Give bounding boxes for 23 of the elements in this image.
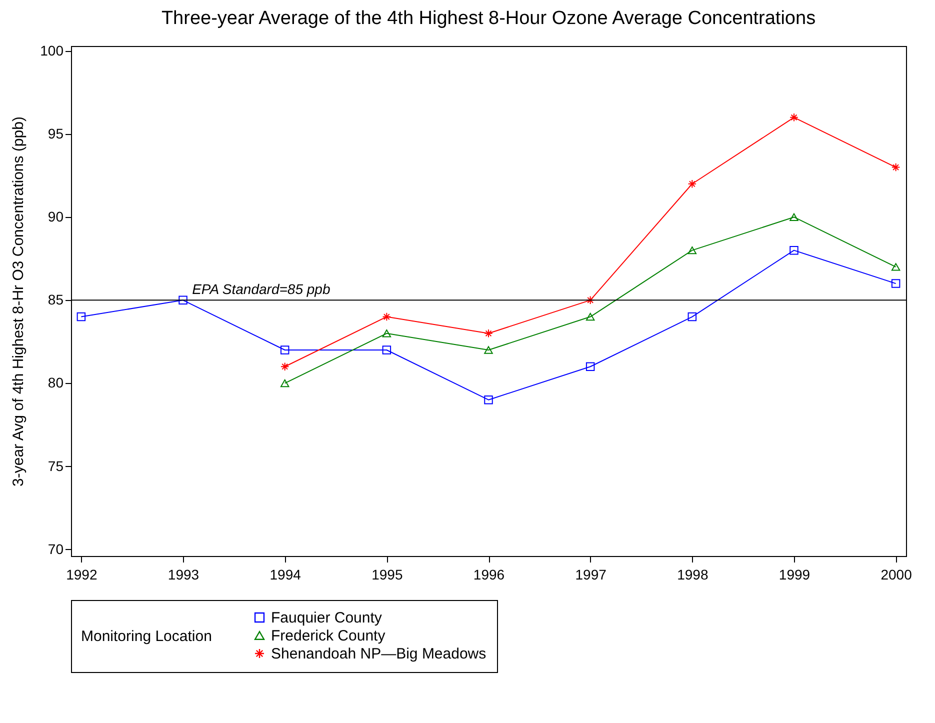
y-axis-title: 3-year Avg of 4th Highest 8-Hr O3 Concentrations (ppb) (10, 116, 28, 486)
y-tick-label: 95 (48, 126, 64, 142)
x-tick-label: 1995 (372, 566, 403, 582)
legend-label: Frederick County (271, 628, 386, 644)
y-tick-label: 85 (48, 292, 64, 308)
x-tick-label: 1996 (473, 566, 505, 582)
y-tick-label: 80 (48, 374, 64, 391)
y-tick-label: 75 (48, 458, 64, 474)
x-tick-label: 1998 (677, 566, 708, 582)
legend-label: Shenandoah NP—Big Meadows (271, 646, 486, 662)
y-tick-label: 90 (48, 208, 64, 225)
y-tick-label: 70 (48, 540, 64, 557)
x-tick-label: 1997 (575, 566, 607, 582)
ref-line-label: EPA Standard=85 ppb (192, 281, 330, 298)
x-tick-label: 1992 (66, 566, 98, 582)
x-tick-label: 1994 (270, 566, 302, 582)
legend-label: Fauquier County (271, 610, 382, 626)
x-tick-label: 1999 (778, 566, 810, 582)
x-tick-label: 2000 (880, 566, 912, 582)
y-tick-label: 100 (40, 42, 64, 58)
legend-title: Monitoring Location (81, 628, 212, 645)
x-tick-label: 1993 (168, 566, 200, 582)
chart-title: Three-year Average of the 4th Highest 8-Hour Ozone Average Concentrations (161, 8, 816, 29)
